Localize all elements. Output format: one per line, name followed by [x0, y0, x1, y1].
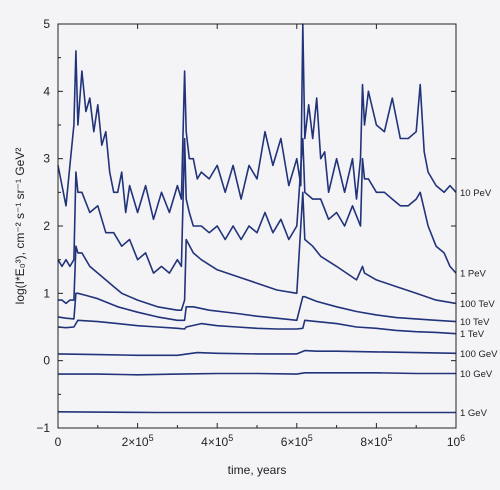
- x-tick-label: 8×105: [360, 433, 392, 449]
- series-label-100-gev: 100 GeV: [460, 349, 498, 360]
- y-tick-label: −1: [36, 421, 50, 435]
- series-line-10-pev: [57, 23, 457, 221]
- plot-area: [58, 24, 456, 428]
- y-tick-label: 4: [43, 84, 50, 98]
- series-label-1-pev: 1 PeV: [460, 269, 487, 280]
- series-line-10-tev: [57, 292, 457, 323]
- series-line-1-gev: [57, 411, 456, 414]
- x-tick-label: 6×105: [281, 433, 313, 449]
- series-label-1-gev: 1 GeV: [460, 408, 488, 419]
- series-line-10-gev: [58, 371, 456, 376]
- series-line-100-gev: [57, 349, 457, 357]
- series-line-100-tev: [58, 191, 457, 312]
- series-line-1-pev: [57, 137, 457, 274]
- x-tick-label: 4×105: [201, 433, 233, 449]
- y-tick-label: 2: [43, 219, 50, 233]
- series-line-1-tev: [57, 319, 457, 335]
- y-axis-title: log(I*E₀³), cm⁻² s⁻¹ sr⁻¹ GeV²: [13, 148, 27, 305]
- series-label-10-gev: 10 GeV: [460, 369, 493, 380]
- series-label-10-tev: 10 TeV: [460, 317, 490, 328]
- x-tick-label: 0: [55, 435, 62, 449]
- series-label-1-tev: 1 TeV: [460, 329, 485, 340]
- tick-layer: 0 2×105 4×105 6×105 8×105 106 −1 0 1 2 3 4 5: [36, 17, 465, 449]
- series-label-100-tev: 100 TeV: [460, 299, 495, 310]
- series-layer: [57, 23, 457, 414]
- x-tick-label: 2×105: [122, 433, 154, 449]
- y-tick-label: 0: [43, 354, 50, 368]
- y-tick-label: 1: [43, 286, 50, 300]
- series-label-10-pev: 10 PeV: [460, 188, 492, 199]
- x-tick-label: 106: [447, 433, 465, 449]
- y-tick-label: 5: [43, 17, 50, 31]
- x-axis-title: time, years: [228, 463, 287, 477]
- y-tick-label: 3: [43, 152, 50, 166]
